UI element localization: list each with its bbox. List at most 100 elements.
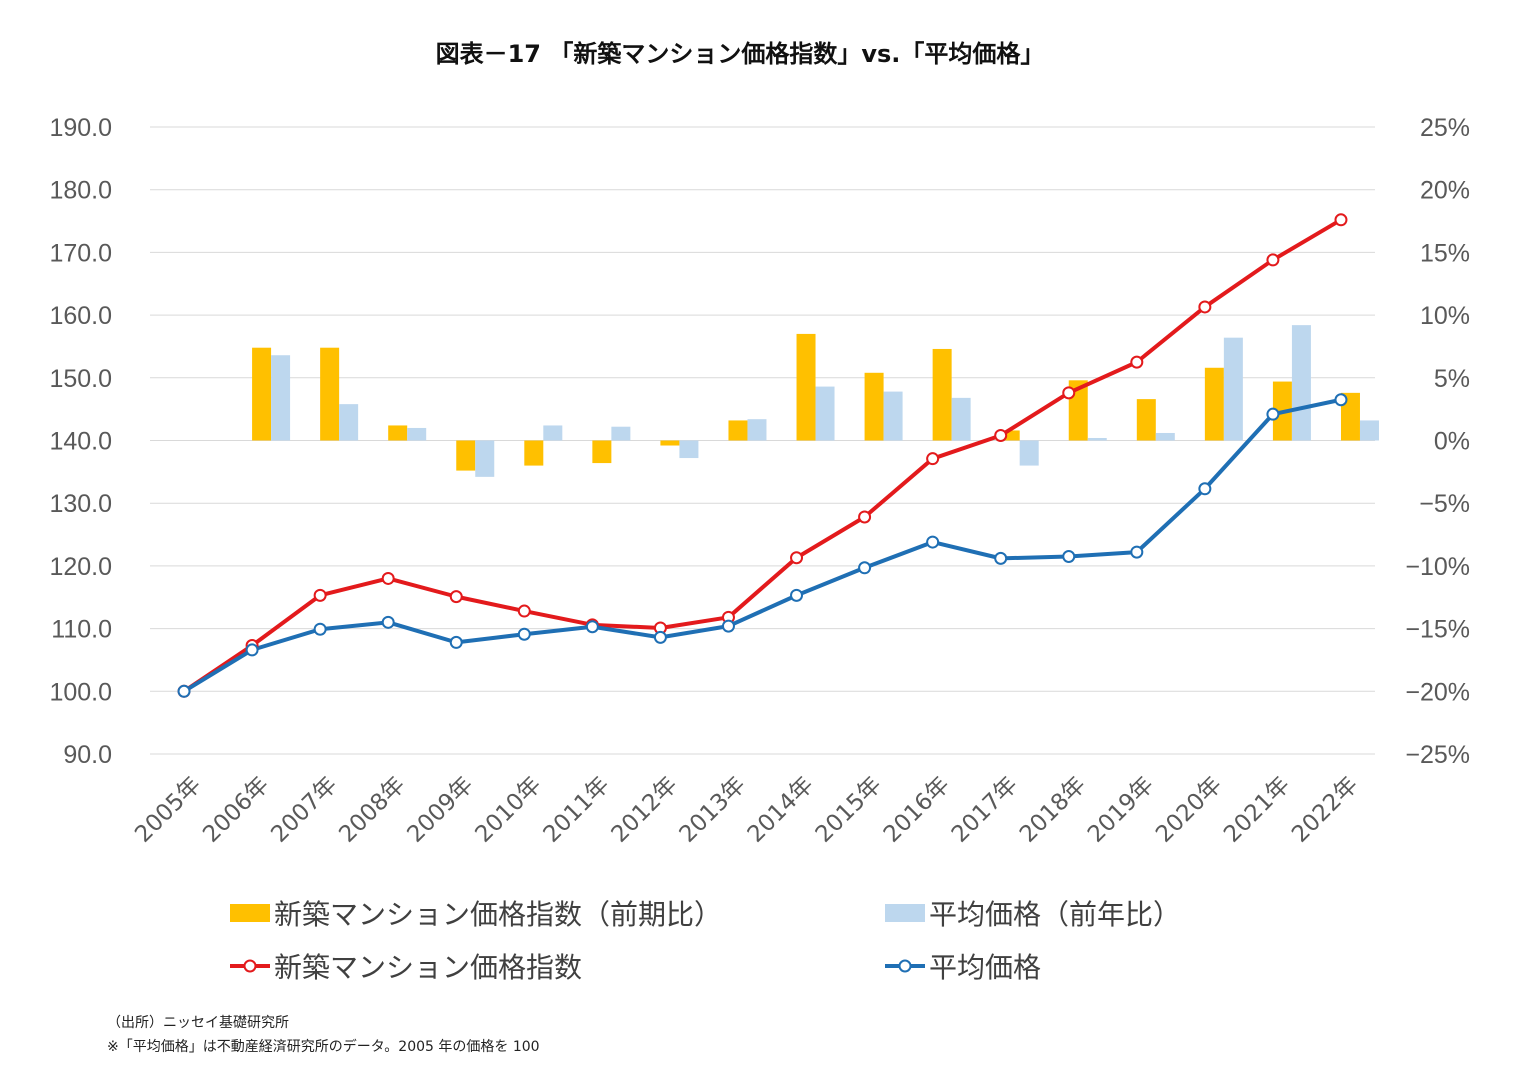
index-point <box>926 452 940 466</box>
avg-price-point <box>1266 407 1280 421</box>
avg-price-point <box>245 643 259 657</box>
avg-price-point <box>1334 393 1348 407</box>
index-point <box>1334 213 1348 227</box>
y-right-tick-label: −5% <box>1419 490 1470 518</box>
legend-label: 新築マンション価格指数（前期比） <box>274 898 722 931</box>
x-tick-label: 2022年 <box>1287 772 1363 848</box>
avg-price-point <box>1062 549 1076 563</box>
avg-price-change-bar <box>407 427 427 441</box>
avg-price-line <box>182 397 1342 694</box>
legend-label: 平均価格 <box>929 951 1041 984</box>
index-point <box>1062 386 1076 400</box>
index-change-bar <box>524 440 544 466</box>
x-tick-label: 2018年 <box>1015 772 1091 848</box>
index-change-bar <box>388 425 408 441</box>
x-tick-label: 2020年 <box>1151 772 1227 848</box>
legend-marker <box>243 959 257 973</box>
remark-note: ※「平均価格」は不動産経済研究所のデータ。2005 年の価格を 100 <box>107 1039 540 1055</box>
x-tick-label: 2019年 <box>1083 772 1159 848</box>
y-left-tick-label: 90.0 <box>63 741 112 769</box>
x-tick-label: 2021年 <box>1219 772 1295 848</box>
y-right-tick-label: −10% <box>1405 553 1470 581</box>
avg-price-point <box>313 622 327 636</box>
index-point <box>858 510 872 524</box>
avg-price-change-bar <box>611 426 631 441</box>
y-right-tick-label: 20% <box>1420 177 1470 205</box>
y-left-tick-label: 180.0 <box>49 177 112 205</box>
avg-price-change-bar <box>747 419 767 441</box>
avg-price-change-bar <box>271 355 291 441</box>
index-change-bar <box>1340 392 1360 441</box>
legend-label: 平均価格（前年比） <box>929 898 1181 931</box>
index-line <box>182 218 1342 693</box>
avg-price-change-bar <box>1155 432 1175 441</box>
x-tick-label: 2010年 <box>471 772 547 848</box>
avg-price-point <box>721 619 735 633</box>
index-change-bar <box>660 440 680 446</box>
y-left-tick-label: 150.0 <box>49 365 112 393</box>
avg-price-change-bar <box>475 440 495 477</box>
index-change-bar <box>864 372 884 441</box>
x-tick-label: 2006年 <box>198 772 274 848</box>
x-tick-label: 2005年 <box>130 772 206 848</box>
y-right-tick-label: 0% <box>1434 428 1470 456</box>
source-note: （出所）ニッセイ基礎研究所 <box>107 1015 289 1031</box>
index-point <box>994 428 1008 442</box>
y-left-tick-label: 140.0 <box>49 428 112 456</box>
avg-price-change-bar <box>883 391 903 441</box>
avg-price-point <box>381 615 395 629</box>
y-left-tick-label: 190.0 <box>49 114 112 142</box>
avg-price-point <box>994 551 1008 565</box>
index-point <box>449 590 463 604</box>
y-right-tick-label: −20% <box>1405 678 1470 706</box>
avg-price-point <box>858 561 872 575</box>
x-tick-label: 2014年 <box>743 772 819 848</box>
index-point <box>517 604 531 618</box>
index-point <box>1198 300 1212 314</box>
avg-price-point <box>926 535 940 549</box>
avg-price-change-bar <box>1291 325 1311 441</box>
avg-price-point <box>585 620 599 634</box>
bar-series <box>252 325 1379 477</box>
index-point <box>790 551 804 565</box>
avg-price-change-bar <box>951 397 971 441</box>
y-right-tick-label: −25% <box>1405 741 1470 769</box>
legend-label: 新築マンション価格指数 <box>274 951 582 984</box>
y-right-tick-label: 25% <box>1420 114 1470 142</box>
x-tick-label: 2008年 <box>334 772 410 848</box>
y-right-tick-label: 10% <box>1420 302 1470 330</box>
avg-price-point <box>1198 482 1212 496</box>
index-point <box>1130 355 1144 369</box>
index-change-bar <box>728 420 748 441</box>
index-change-bar <box>456 440 476 471</box>
axis-labels: 90.0 100.0 110.0 120.0 130.0 140.0 150.0 160.0 1… <box>49 114 1470 848</box>
avg-price-point <box>1130 545 1144 559</box>
legend-swatch <box>230 904 270 922</box>
y-left-tick-label: 160.0 <box>49 302 112 330</box>
index-change-bar <box>1000 430 1020 441</box>
index-change-bar <box>1136 399 1156 441</box>
avg-price-point <box>653 630 667 644</box>
y-left-tick-label: 130.0 <box>49 490 112 518</box>
y-left-tick-label: 120.0 <box>49 553 112 581</box>
x-tick-label: 2015年 <box>811 772 887 848</box>
index-point <box>381 571 395 585</box>
index-change-bar <box>592 440 612 464</box>
avg-price-change-bar <box>1019 440 1039 466</box>
index-change-bar <box>932 348 952 441</box>
y-left-tick-label: 170.0 <box>49 239 112 267</box>
line-series <box>177 213 1348 698</box>
avg-price-change-bar <box>1359 420 1379 441</box>
y-left-tick-label: 110.0 <box>51 616 112 644</box>
avg-price-point <box>449 635 463 649</box>
x-tick-label: 2007年 <box>266 772 342 848</box>
avg-price-point <box>790 588 804 602</box>
x-tick-label: 2009年 <box>402 772 478 848</box>
avg-price-change-bar <box>1223 337 1243 441</box>
avg-price-change-bar <box>543 425 563 441</box>
index-change-bar <box>320 347 340 441</box>
avg-price-change-bar <box>1087 437 1107 441</box>
avg-price-change-bar <box>679 440 699 459</box>
legend: 新築マンション価格指数（前期比） 平均価格（前年比） 新築マンション価格指数 平均価格 <box>230 898 1181 984</box>
legend-marker <box>898 959 912 973</box>
